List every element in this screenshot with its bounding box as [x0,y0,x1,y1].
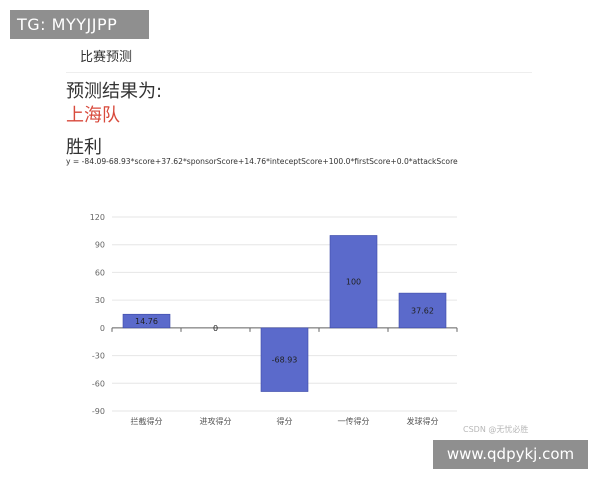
y-tick-label: 0 [100,324,105,333]
regression-formula: y = -84.09-68.93*score+37.62*sponsorScor… [66,157,458,166]
y-tick-label: 90 [95,241,105,250]
bar [122,313,171,329]
data-label: 0 [213,324,218,333]
x-tick-label: 拦截得分 [131,416,163,426]
result-label: 预测结果为: [66,81,163,102]
x-tick-label: 进攻得分 [200,416,232,426]
bar [329,235,378,329]
y-tick-label: -30 [92,352,105,361]
csdn-watermark: CSDN @无忧必胜 [463,425,529,434]
divider [66,72,532,73]
data-label: 37.62 [411,306,434,315]
data-label: -68.93 [272,356,298,365]
url-badge: www.qdpykj.com [433,440,588,469]
y-tick-label: -90 [92,407,105,416]
predicted-outcome: 胜利 [66,137,102,158]
bar [398,292,447,329]
predicted-team: 上海队 [66,105,120,126]
y-tick-label: 120 [90,213,105,222]
data-label: 14.76 [135,317,158,326]
page-title: 比赛预测 [80,50,133,65]
tg-badge: TG: MYYJJPP [10,10,149,39]
data-label: 100 [346,278,361,287]
score-bar-chart: 120 90 60 30 0 -30 -60 -90 14.76 拦截得分 0 进攻得分 -68.93 得… [90,213,458,426]
y-tick-label: 30 [95,296,105,305]
x-tick-label: 得分 [277,416,293,426]
x-tick-label: 发球得分 [407,416,439,426]
y-tick-label: 60 [95,268,105,277]
x-tick-label: 一传得分 [338,416,370,426]
bar [260,327,309,392]
y-tick-label: -60 [92,379,105,388]
